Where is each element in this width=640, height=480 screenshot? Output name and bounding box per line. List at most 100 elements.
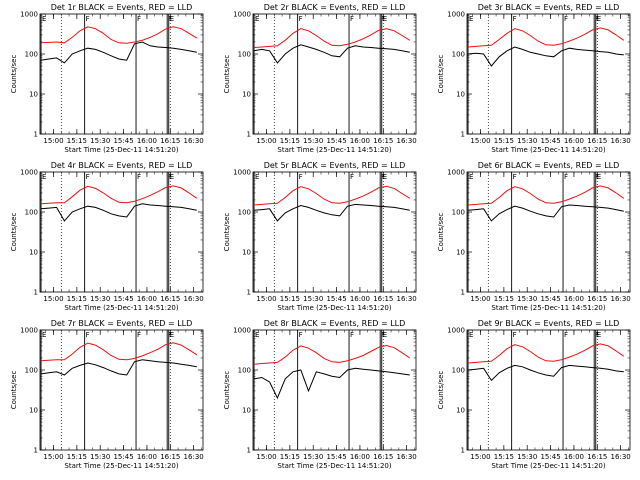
y-tick-label: 100	[238, 51, 251, 59]
x-tick-label: 16:00	[564, 295, 584, 303]
x-tick-label: 15:00	[43, 137, 63, 145]
marker-label-F: F	[595, 15, 599, 23]
x-tick-label: 15:30	[303, 295, 323, 303]
x-tick-label: 16:15	[160, 453, 180, 461]
x-tick-label: 16:00	[564, 453, 584, 461]
marker-label-E: E	[170, 173, 174, 181]
x-tick-label: 15:30	[90, 295, 110, 303]
x-tick-label: 15:15	[67, 453, 87, 461]
marker-label-E: E	[170, 15, 174, 23]
plot-frame	[39, 329, 204, 451]
marker-label-F: F	[564, 173, 568, 181]
x-tick-label: 16:30	[184, 137, 204, 145]
events-series-line	[253, 203, 410, 222]
x-tick-label: 16:00	[350, 295, 370, 303]
x-tick-label: 15:30	[90, 453, 110, 461]
y-tick-label: 100	[452, 51, 465, 59]
y-tick-label: 1000	[20, 169, 38, 177]
x-tick-label: 15:45	[326, 137, 346, 145]
lld-series-line	[40, 185, 198, 205]
marker-label-F: F	[513, 173, 517, 181]
lld-series-line	[253, 185, 411, 206]
x-tick-label: 16:00	[137, 453, 157, 461]
y-axis-label: Counts/sec	[223, 213, 231, 252]
marker-label-F: F	[513, 15, 517, 23]
y-tick-label: 1	[34, 289, 38, 297]
plot-frame	[466, 13, 631, 135]
x-tick-label: 15:45	[113, 453, 133, 461]
x-tick-label: 16:30	[184, 295, 204, 303]
x-tick-label: 15:15	[494, 137, 514, 145]
panel-det-1: Det 1r BLACK = Events, RED = LLD 1 10 100 10…	[10, 3, 204, 154]
marker-label-E: E	[597, 15, 601, 23]
marker-label-F: F	[513, 331, 517, 339]
y-tick-label: 1000	[447, 327, 465, 335]
x-tick-label: 16:00	[137, 295, 157, 303]
x-tick-label: 15:15	[280, 295, 300, 303]
marker-label-F: F	[168, 331, 172, 339]
panel-title: Det 6r BLACK = Events, RED = LLD	[478, 161, 620, 170]
marker-label-F: F	[564, 331, 568, 339]
x-tick-label: 15:00	[256, 295, 276, 303]
plot-frame	[466, 171, 631, 293]
y-tick-label: 10	[456, 407, 465, 415]
x-tick-label: 16:15	[373, 137, 393, 145]
x-tick-label: 16:00	[350, 453, 370, 461]
y-axis-label: Counts/sec	[223, 55, 231, 94]
marker-label-E: E	[383, 173, 387, 181]
marker-label-F: F	[564, 15, 568, 23]
x-tick-label: 15:15	[280, 453, 300, 461]
marker-label-E: E	[170, 331, 174, 339]
x-tick-label: 16:15	[160, 137, 180, 145]
x-tick-label: 16:00	[350, 137, 370, 145]
y-tick-label: 1	[247, 131, 251, 139]
panel-title: Det 2r BLACK = Events, RED = LLD	[264, 3, 406, 12]
panel-det-2: Det 2r BLACK = Events, RED = LLD 1 10 100 10…	[223, 3, 417, 154]
marker-label-F: F	[299, 15, 303, 23]
x-tick-label: 15:45	[113, 137, 133, 145]
x-tick-label: 15:45	[326, 453, 346, 461]
panel-det-9: Det 9r BLACK = Events, RED = LLD 1 10 100 10…	[437, 319, 631, 470]
x-tick-label: 16:30	[184, 453, 204, 461]
panel-det-3: Det 3r BLACK = Events, RED = LLD 1 10 100 10…	[437, 3, 631, 154]
y-tick-label: 1	[34, 447, 38, 455]
panel-title: Det 3r BLACK = Events, RED = LLD	[478, 3, 620, 12]
y-tick-label: 1	[461, 447, 465, 455]
marker-label-E: E	[597, 173, 601, 181]
y-axis-label: Counts/sec	[10, 371, 18, 410]
y-tick-label: 100	[25, 51, 38, 59]
x-tick-label: 16:30	[611, 137, 631, 145]
y-tick-label: 100	[238, 209, 251, 217]
panel-det-6: Det 6r BLACK = Events, RED = LLD 1 10 100 10…	[437, 161, 631, 312]
marker-label-F: F	[299, 331, 303, 339]
panel-title: Det 5r BLACK = Events, RED = LLD	[264, 161, 406, 170]
x-tick-label: 16:15	[373, 453, 393, 461]
y-axis-label: Counts/sec	[10, 213, 18, 252]
x-tick-label: 16:00	[564, 137, 584, 145]
x-tick-label: 15:15	[280, 137, 300, 145]
y-tick-label: 10	[456, 91, 465, 99]
lld-series-line	[467, 27, 625, 48]
x-axis-label: Start Time (25-Dec-11 14:51:20)	[491, 462, 605, 470]
marker-label-E: E	[597, 331, 601, 339]
x-tick-label: 16:30	[611, 295, 631, 303]
y-tick-label: 1	[247, 447, 251, 455]
marker-label-E: E	[255, 173, 259, 181]
marker-label-E: E	[42, 331, 46, 339]
y-tick-label: 10	[242, 407, 251, 415]
x-tick-label: 15:45	[326, 295, 346, 303]
x-tick-label: 16:30	[397, 453, 417, 461]
x-tick-label: 15:15	[494, 453, 514, 461]
marker-label-F: F	[168, 15, 172, 23]
x-axis-label: Start Time (25-Dec-11 14:51:20)	[491, 146, 605, 154]
marker-label-E: E	[469, 331, 473, 339]
x-tick-label: 16:30	[397, 137, 417, 145]
y-tick-label: 100	[25, 209, 38, 217]
x-tick-label: 15:30	[90, 137, 110, 145]
y-axis-label: Counts/sec	[437, 55, 445, 94]
lld-series-line	[40, 342, 198, 362]
x-tick-label: 15:00	[43, 295, 63, 303]
marker-label-F: F	[381, 173, 385, 181]
marker-label-F: F	[137, 331, 141, 339]
panel-title: Det 4r BLACK = Events, RED = LLD	[51, 161, 193, 170]
